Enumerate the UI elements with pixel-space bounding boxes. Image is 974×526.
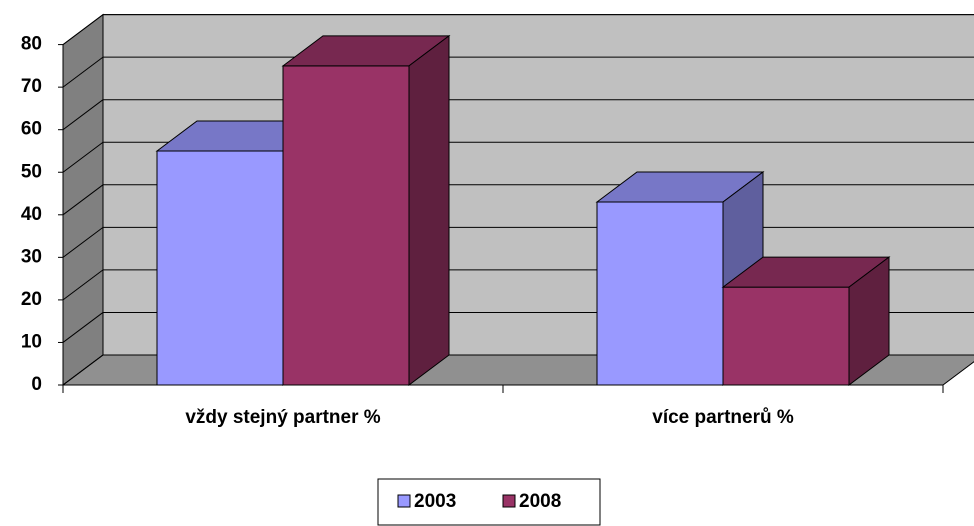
grid-line	[62, 99, 104, 131]
bar-side	[408, 34, 450, 386]
bar-front	[722, 286, 850, 386]
y-tick-label: 80	[21, 34, 42, 55]
legend-label: 2008	[519, 491, 561, 512]
legend	[377, 478, 601, 526]
grid-line	[62, 141, 104, 173]
legend-label: 2003	[414, 491, 456, 512]
x-tick-label: více partnerů %	[652, 407, 794, 428]
legend-swatch	[502, 494, 516, 508]
grid-line	[62, 14, 104, 45]
y-tick-label: 40	[21, 204, 42, 225]
y-tick-label: 10	[21, 331, 42, 352]
legend-swatch	[397, 494, 411, 508]
grid-line	[62, 56, 104, 88]
y-tick-label: 30	[21, 246, 42, 267]
grid-line	[62, 354, 104, 386]
bar	[281, 34, 451, 386]
y-tick-label: 0	[31, 374, 42, 395]
grid-line	[62, 312, 104, 343]
grid-line	[62, 269, 104, 301]
grid-line	[62, 226, 104, 258]
bar	[721, 256, 891, 386]
bar-front	[596, 201, 724, 386]
x-tick-label: vždy stejný partner %	[185, 407, 380, 428]
y-tick-label: 50	[21, 161, 42, 182]
y-tick-label: 70	[21, 76, 42, 97]
y-tick-label: 60	[21, 119, 42, 140]
y-tick-label: 20	[21, 289, 42, 310]
grid-line	[62, 184, 104, 216]
bar-front	[156, 150, 284, 386]
bar-front	[282, 65, 410, 386]
bar-side	[848, 256, 890, 386]
